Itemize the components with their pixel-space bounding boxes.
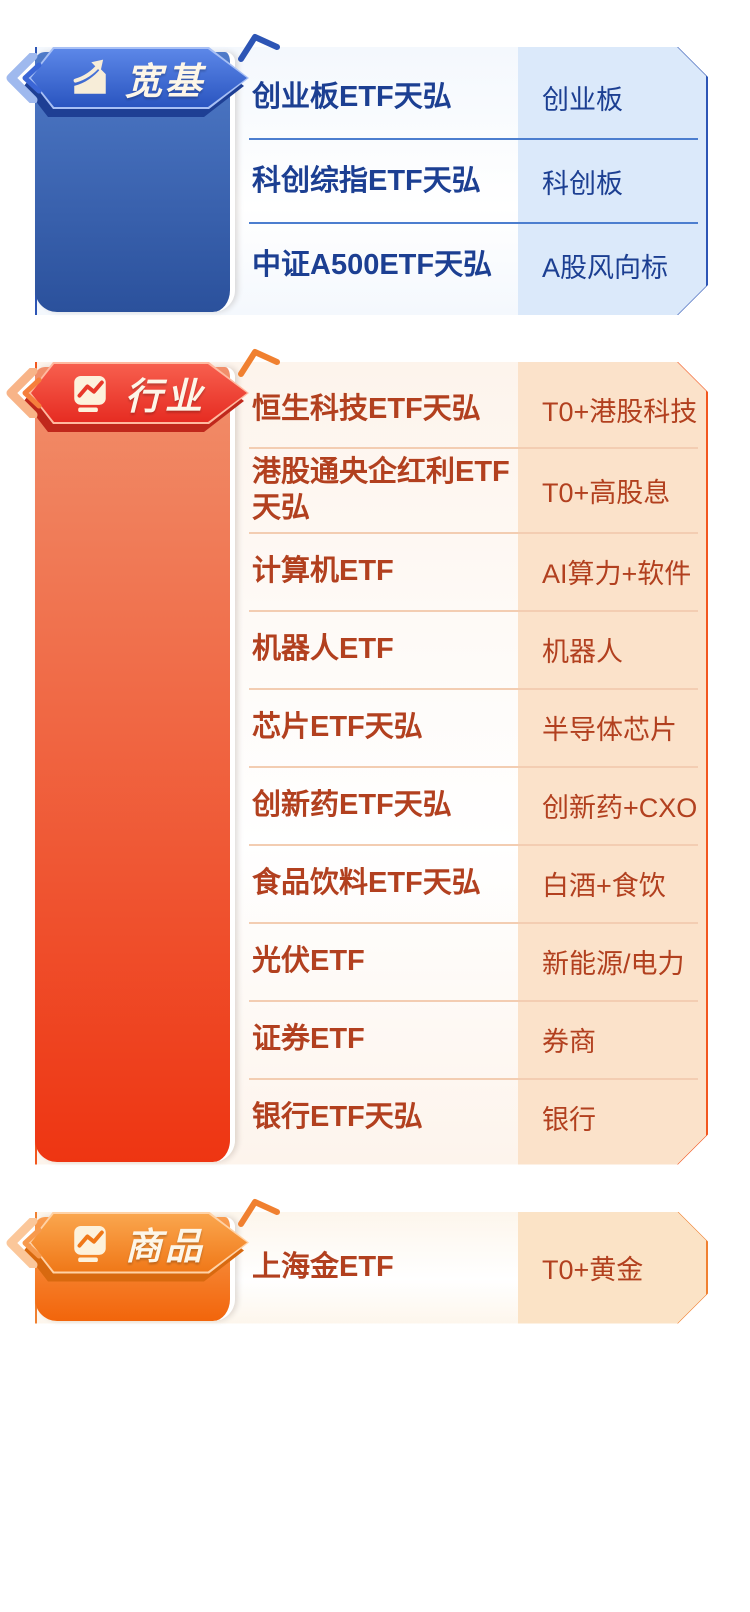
fund-tag: 创新药+CXO	[542, 793, 698, 823]
corner-bracket-icon	[238, 1198, 280, 1227]
fund-tag: 创业板	[542, 84, 623, 115]
trend-up-icon	[69, 57, 111, 99]
fund-tag: T0+港股科技	[542, 396, 698, 427]
section-commodity: 商品 159830 上海金ETF T0+黄金	[6, 1198, 708, 1324]
section-title: 宽基	[125, 61, 205, 102]
line-chart-icon	[69, 1222, 111, 1264]
fund-name: 创新药ETF天弘	[252, 789, 452, 822]
fund-tag: T0+高股息	[542, 477, 671, 508]
section-badge: 行业	[6, 349, 280, 424]
fund-tag: AI算力+软件	[542, 559, 692, 589]
fund-tag: T0+黄金	[542, 1255, 644, 1285]
fund-name: 计算机ETF	[252, 555, 394, 588]
fund-table: 520920 恒生科技ETF天弘 T0+港股科技 159281 港股通央企红利E…	[35, 362, 708, 1165]
badge-frame: 行业	[29, 362, 249, 424]
corner-bracket-icon	[238, 349, 280, 377]
fund-name: 芯片ETF天弘	[252, 711, 423, 744]
code-column-background	[35, 367, 235, 1162]
fund-name: 食品饮料ETF天弘	[252, 867, 481, 900]
tag-column-background	[518, 362, 706, 1165]
fund-tag: 科创板	[542, 168, 623, 199]
double-chevron-left-icon	[6, 53, 42, 103]
section-broad-base: 宽基 159977 创业板ETF天弘 创业板 589860 科创综指ETF天弘 …	[6, 34, 708, 315]
fund-tag: 白酒+食饮	[542, 871, 666, 901]
fund-tag: 机器人	[542, 637, 623, 667]
badge-frame: 商品	[29, 1212, 249, 1274]
section-badge: 商品	[6, 1198, 280, 1274]
section-industry: 行业 520920 恒生科技ETF天弘 T0+港股科技 159281 港股通央企…	[6, 349, 708, 1165]
section-title: 行业	[125, 376, 205, 417]
fund-name: 恒生科技ETF天弘	[252, 392, 481, 425]
fund-tag: 新能源/电力	[542, 949, 685, 979]
section-badge: 宽基	[6, 34, 280, 109]
tag-column-background	[518, 47, 706, 315]
line-chart-icon	[69, 372, 111, 414]
fund-name: 光伏ETF	[252, 945, 365, 978]
fund-table: 159977 创业板ETF天弘 创业板 589860 科创综指ETF天弘 科创板…	[35, 47, 708, 315]
double-chevron-left-icon	[6, 368, 42, 418]
fund-name: 证券ETF	[252, 1023, 365, 1056]
fund-name: 中证A500ETF天弘	[252, 248, 493, 281]
fund-name: 科创综指ETF天弘	[252, 164, 481, 197]
tag-column-background	[518, 1212, 706, 1324]
fund-name: 创业板ETF天弘	[252, 80, 452, 113]
fund-name: 上海金ETF	[252, 1251, 394, 1284]
fund-name: 银行ETF天弘	[252, 1101, 423, 1134]
fund-tag: 半导体芯片	[542, 715, 677, 745]
fund-tag: 券商	[542, 1027, 596, 1057]
fund-name: 港股通央企红利ETF天弘	[252, 456, 510, 525]
section-title: 商品	[125, 1225, 205, 1267]
corner-bracket-icon	[238, 34, 280, 62]
double-chevron-left-icon	[6, 1217, 42, 1268]
fund-tag: A股风向标	[542, 252, 669, 283]
fund-name: 机器人ETF	[252, 633, 394, 666]
badge-frame: 宽基	[29, 47, 249, 109]
fund-tag: 银行	[542, 1105, 596, 1135]
